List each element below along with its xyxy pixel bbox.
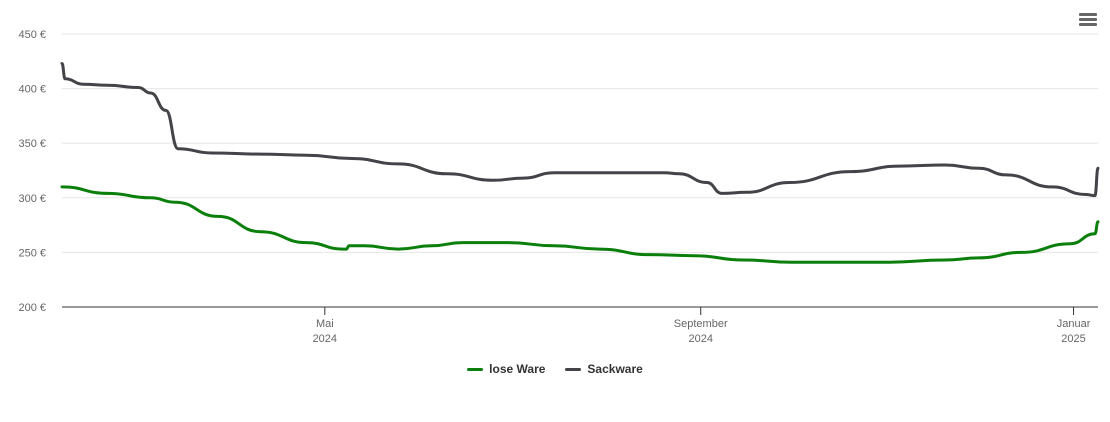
legend-label: lose Ware (489, 362, 546, 376)
gridlines (62, 33, 1098, 253)
y-tick-label: 250 € (18, 247, 46, 259)
legend-item-sackware[interactable]: Sackware (565, 362, 643, 376)
legend-label: Sackware (587, 362, 643, 376)
chart-menu-button[interactable] (1078, 13, 1098, 31)
chart-legend: lose Ware Sackware (0, 362, 1110, 376)
series-line-0 (60, 185, 1100, 264)
y-axis: 200 € 250 € 300 € 350 € 400 € 450 € (18, 29, 46, 314)
hamburger-menu-icon (1079, 18, 1097, 21)
x-tick-label: 2025 (1061, 333, 1085, 345)
series-line-1 (60, 62, 1100, 198)
series-lines (60, 62, 1100, 264)
y-tick-label: 450 € (18, 29, 46, 41)
hamburger-menu-icon (1079, 23, 1097, 26)
hamburger-menu-icon (1079, 13, 1097, 16)
legend-item-lose-ware[interactable]: lose Ware (467, 362, 545, 376)
y-tick-label: 200 € (18, 302, 46, 314)
x-tick-label: 2024 (313, 333, 337, 345)
legend-swatch (467, 367, 484, 371)
y-tick-label: 400 € (18, 84, 46, 96)
x-tick-label: 2024 (688, 333, 712, 345)
x-tick-label: September (674, 318, 728, 330)
x-axis: Mai 2024 September 2024 Januar 2025 (62, 306, 1098, 345)
x-tick-label: Januar (1057, 318, 1091, 330)
x-tick-label: Mai (316, 318, 334, 330)
legend-swatch (565, 367, 582, 371)
y-tick-label: 300 € (18, 193, 46, 205)
y-tick-label: 350 € (18, 138, 46, 150)
